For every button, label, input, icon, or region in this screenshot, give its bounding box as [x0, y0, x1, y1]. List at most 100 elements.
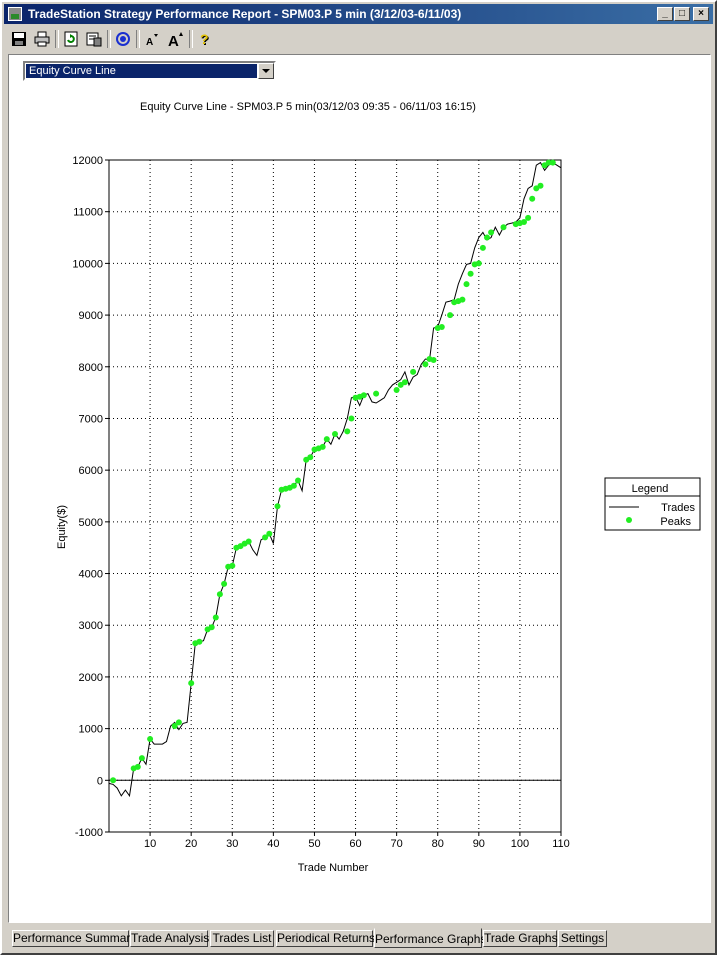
y-tick-label: 9000 [79, 310, 103, 322]
chevron-down-icon [262, 68, 270, 73]
y-tick-label: 5000 [79, 517, 103, 529]
peak-point [467, 270, 474, 277]
y-tick-label: 4000 [79, 569, 103, 581]
tab-settings[interactable]: Settings [558, 930, 607, 947]
peak-point [401, 379, 408, 386]
tab-trade-analysis[interactable]: Trade Analysis [130, 930, 210, 947]
peaks-series [110, 159, 556, 784]
x-tick-label: 60 [349, 838, 361, 850]
graph-type-dropdown[interactable]: Equity Curve Line [23, 61, 276, 81]
dropdown-arrow-button[interactable] [258, 63, 274, 79]
app-icon[interactable] [8, 7, 22, 21]
peak-point [422, 361, 429, 368]
y-tick-label: 3000 [79, 620, 103, 632]
chart-grid [109, 160, 561, 832]
refresh-icon [64, 31, 78, 47]
x-tick-label: 90 [473, 838, 485, 850]
legend-trades-label: Trades [661, 502, 695, 514]
x-tick-label: 30 [226, 838, 238, 850]
peak-point [245, 538, 252, 545]
peak-point [488, 229, 495, 236]
tab-trade-graphs[interactable]: Trade Graphs [483, 930, 558, 947]
peak-point [274, 503, 281, 510]
legend: Legend Trades Peaks [604, 477, 701, 531]
x-tick-label: 110 [552, 838, 570, 850]
x-tick-label: 70 [391, 838, 403, 850]
minimize-button[interactable]: _ [657, 7, 673, 21]
peak-point [212, 614, 219, 621]
x-tick-label: 20 [185, 838, 197, 850]
font-increase-button[interactable]: A [165, 28, 187, 50]
refresh-button[interactable] [60, 28, 82, 50]
tab-performance-graphs[interactable]: Performance Graphs [374, 928, 486, 948]
peak-point [134, 763, 141, 770]
peak-point [307, 454, 314, 461]
peak-point [475, 260, 482, 267]
peak-point [196, 638, 203, 645]
peak-point [262, 534, 269, 541]
tab-trades-list[interactable]: Trades List [210, 930, 274, 947]
minimize-icon: _ [662, 8, 668, 19]
svg-text:A: A [168, 33, 179, 48]
peak-point [348, 415, 355, 422]
target-button[interactable] [112, 28, 134, 50]
peak-point [138, 755, 145, 762]
y-tick-label: 1000 [79, 724, 103, 736]
graph-type-selected: Equity Curve Line [26, 64, 257, 78]
peak-point [188, 680, 195, 687]
font-decrease-icon: A [146, 34, 158, 47]
peak-point [360, 392, 367, 399]
peak-point [521, 219, 527, 225]
print-button[interactable] [31, 28, 53, 50]
peak-point [549, 159, 556, 166]
tab-periodical-returns[interactable]: Periodical Returns [276, 930, 376, 947]
x-axis-label: Trade Number [298, 862, 369, 874]
peak-point [147, 736, 154, 742]
y-tick-label: 10000 [72, 258, 103, 270]
y-axis-label: Equity($) [56, 505, 68, 549]
trades-line [108, 161, 562, 798]
peak-point [295, 477, 301, 484]
print-icon [34, 31, 50, 47]
y-tick-label: 0 [97, 775, 103, 787]
equity-chart: Equity Curve Line - SPM03.P 5 min(03/12/… [56, 101, 701, 874]
peak-point [208, 624, 215, 631]
peak-point [484, 234, 490, 241]
graph-panel: Equity Curve Line Equity Curve Line - SP… [8, 54, 711, 923]
save-button[interactable] [8, 28, 30, 50]
peak-point [229, 562, 236, 569]
peak-point [500, 224, 507, 231]
svg-text:?: ? [201, 32, 210, 47]
tab-performance-summary[interactable]: Performance Summary [12, 930, 137, 947]
peak-point [323, 436, 330, 443]
report-tabs: Performance Summary Trade Analysis Trade… [8, 928, 713, 950]
y-tick-label: 12000 [72, 155, 103, 167]
title-bar[interactable]: TradeStation Strategy Performance Report… [4, 4, 713, 24]
peak-point [319, 443, 326, 450]
properties-button[interactable] [83, 28, 105, 50]
trades-series [108, 161, 562, 798]
legend-title: Legend [632, 483, 669, 495]
peak-point [110, 777, 117, 784]
chart-axes [105, 159, 562, 836]
window-title: TradeStation Strategy Performance Report… [28, 7, 462, 21]
target-icon [116, 32, 130, 46]
peak-point [393, 387, 400, 393]
svg-text:A: A [146, 37, 153, 47]
help-button[interactable]: ? ? [194, 28, 216, 50]
peak-point [545, 159, 552, 166]
maximize-button[interactable]: □ [674, 7, 690, 21]
peak-point [459, 296, 466, 303]
y-tick-label: 2000 [79, 672, 103, 684]
close-button[interactable]: × [693, 7, 709, 21]
maximize-icon: □ [678, 8, 686, 19]
font-decrease-button[interactable]: A [141, 28, 163, 50]
peak-point [537, 182, 544, 189]
close-icon: × [698, 8, 704, 19]
peak-point [175, 719, 182, 726]
y-tick-label: 8000 [79, 362, 103, 374]
legend-peaks-swatch [626, 517, 632, 523]
toolbar: A A ? ? [4, 26, 713, 52]
save-icon [12, 32, 26, 46]
